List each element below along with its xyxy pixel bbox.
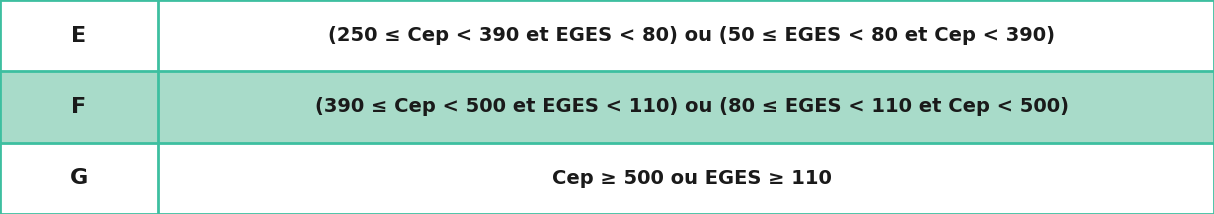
Bar <box>0 0 1214 71</box>
Text: G: G <box>69 168 89 188</box>
Bar <box>0 71 1214 143</box>
Text: Cep ≥ 500 ou EGES ≥ 110: Cep ≥ 500 ou EGES ≥ 110 <box>552 169 832 188</box>
Bar <box>0 143 1214 214</box>
Text: (250 ≤ Cep < 390 et EGES < 80) ou (50 ≤ EGES < 80 et Cep < 390): (250 ≤ Cep < 390 et EGES < 80) ou (50 ≤ … <box>329 26 1055 45</box>
Text: (390 ≤ Cep < 500 et EGES < 110) ou (80 ≤ EGES < 110 et Cep < 500): (390 ≤ Cep < 500 et EGES < 110) ou (80 ≤… <box>314 98 1070 116</box>
Text: F: F <box>72 97 86 117</box>
Text: E: E <box>72 26 86 46</box>
